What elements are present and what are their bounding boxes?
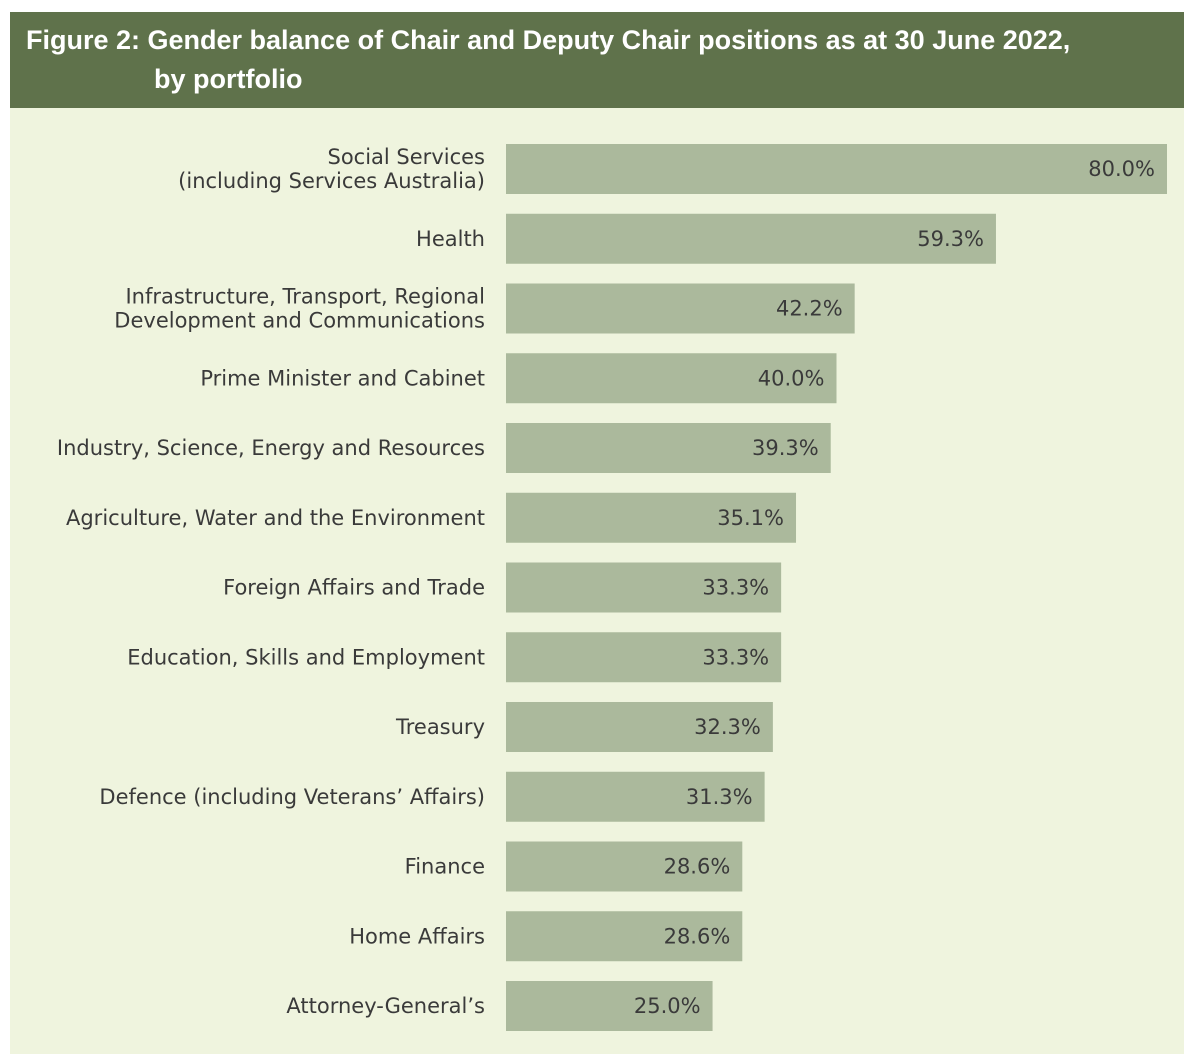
category-label: Home Affairs — [349, 924, 485, 948]
bar-value-label: 59.3% — [917, 227, 984, 251]
category-label: Development and Communications — [114, 309, 485, 333]
category-label: Health — [416, 227, 485, 251]
bar — [506, 492, 797, 543]
bar — [506, 353, 837, 404]
category-label: Industry, Science, Energy and Resources — [57, 436, 485, 460]
figure-header: Figure 2: Gender balance of Chair and De… — [10, 12, 1184, 108]
bar-value-label: 35.1% — [717, 506, 784, 530]
bar — [506, 632, 782, 683]
bar-value-label: 33.3% — [702, 576, 769, 600]
bar-value-label: 39.3% — [752, 436, 819, 460]
bar — [506, 981, 713, 1031]
bar-value-label: 32.3% — [694, 715, 761, 739]
bar-value-label: 33.3% — [702, 645, 769, 669]
bar — [506, 144, 1167, 194]
bar — [506, 423, 831, 473]
bar — [506, 562, 782, 613]
chart-title-line-2: by portfolio — [154, 64, 303, 94]
bar-value-label: 28.6% — [664, 924, 731, 948]
category-label: Attorney-General’s — [286, 994, 485, 1018]
bar — [506, 841, 743, 892]
category-label: Defence (including Veterans’ Affairs) — [99, 785, 485, 809]
bar-value-label: 80.0% — [1088, 157, 1155, 181]
category-label: Treasury — [395, 715, 485, 739]
bar-value-label: 40.0% — [758, 366, 825, 390]
bar — [506, 213, 996, 264]
bar — [506, 283, 855, 334]
bar-value-label: 42.2% — [776, 297, 843, 321]
bar-value-label: 28.6% — [664, 855, 731, 879]
bar — [506, 771, 765, 822]
bar — [506, 911, 743, 962]
chart-title-line-1: Figure 2: Gender balance of Chair and De… — [26, 25, 1071, 55]
category-label: Education, Skills and Employment — [127, 645, 485, 669]
bar-value-label: 25.0% — [634, 994, 701, 1018]
bar — [506, 702, 773, 752]
category-label: Prime Minister and Cabinet — [200, 366, 485, 390]
category-label: Finance — [405, 855, 485, 879]
category-label: Infrastructure, Transport, Regional — [125, 285, 485, 309]
category-label: Agriculture, Water and the Environment — [66, 506, 485, 530]
category-label: Foreign Affairs and Trade — [223, 576, 485, 600]
bar-value-label: 31.3% — [686, 785, 753, 809]
category-label: (including Services Australia) — [178, 169, 485, 193]
category-label: Social Services — [328, 145, 486, 169]
